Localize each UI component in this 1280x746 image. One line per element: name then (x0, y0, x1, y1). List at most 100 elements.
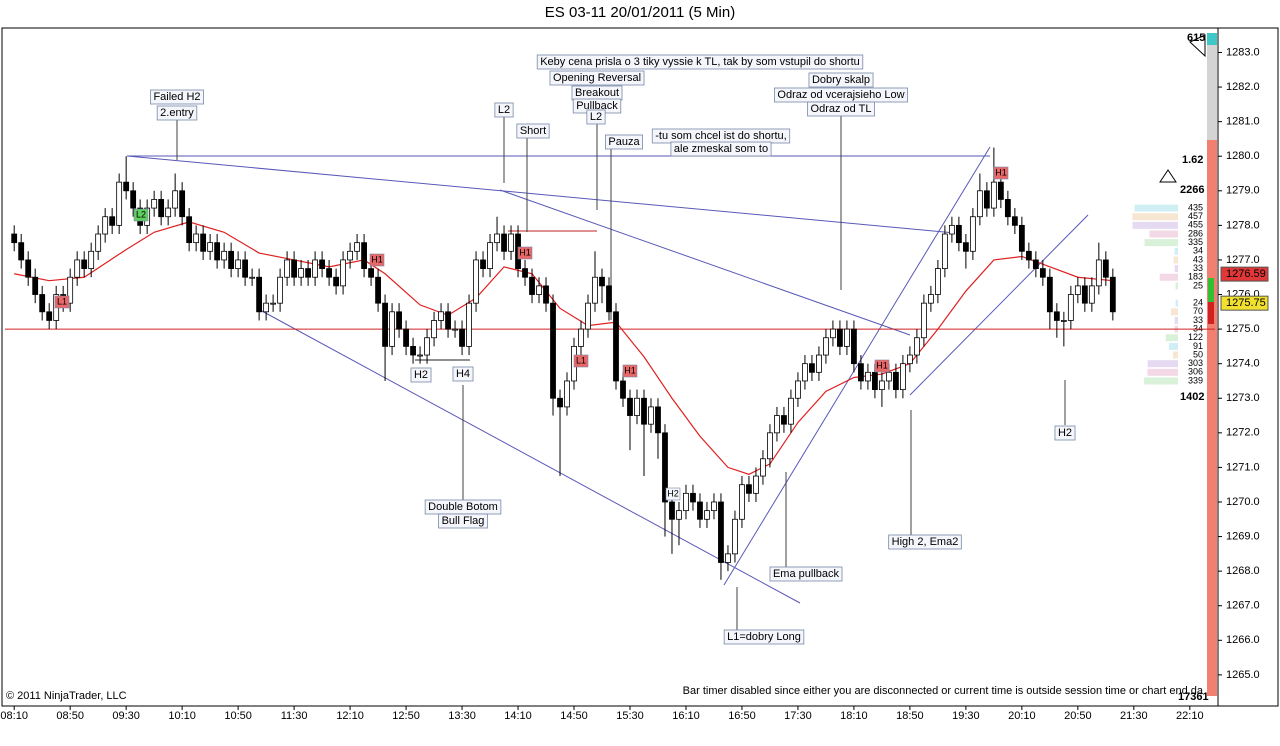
tag-text: H2 (667, 488, 679, 498)
annotation-box (438, 513, 488, 529)
annotation-box (150, 89, 204, 105)
candle-body (865, 371, 871, 382)
candle-body (529, 276, 535, 295)
annotation-text: Pullback (576, 100, 618, 112)
annotation-box (516, 123, 550, 139)
candle-body (88, 250, 95, 269)
stat-triangle (1159, 169, 1177, 183)
profile-bar (1147, 368, 1178, 376)
candle-body (1074, 285, 1081, 295)
candle-body (417, 354, 423, 357)
tag-box (369, 253, 385, 267)
annotation-text: H4 (456, 368, 470, 380)
profile-label: 435 (1188, 202, 1203, 212)
annotation: L2 (586, 109, 606, 125)
annotation: Breakout (571, 85, 623, 101)
x-tick-label: 15:30 (616, 710, 644, 722)
candle-body (969, 216, 976, 252)
candle-body (11, 233, 18, 244)
annotation-text: ale zmeskal som to (674, 143, 768, 155)
candle-body (648, 406, 654, 425)
annotation-text: Failed H2 (153, 91, 200, 103)
candle-body (508, 233, 514, 252)
candle-body (165, 207, 172, 218)
candle-body (403, 328, 409, 347)
candle-body (326, 268, 332, 278)
candle-body (1039, 268, 1046, 278)
annotation: Dobry skalp (808, 72, 874, 88)
timer-flag (1189, 34, 1206, 58)
y-tick-label: 1274.0 (1226, 358, 1260, 370)
candle-body (1088, 285, 1095, 304)
profile-label: 33 (1193, 315, 1203, 325)
y-tick-label: 1278.0 (1226, 219, 1260, 231)
candle-body (340, 259, 346, 287)
candle-body (550, 302, 556, 399)
y-tick-label: 1268.0 (1226, 565, 1260, 577)
x-tick-label: 17:30 (784, 710, 812, 722)
position-marker (1208, 278, 1214, 302)
y-tick-label: 1269.0 (1226, 530, 1260, 542)
trend-lines (126, 146, 1089, 604)
candle-body (270, 302, 277, 305)
candle-body (927, 294, 934, 304)
annotation: H2 (410, 367, 432, 383)
candle-body (844, 328, 850, 347)
y-tick-label: 1281.0 (1226, 116, 1260, 128)
candle-body (886, 371, 892, 382)
x-tick-label: 16:10 (672, 710, 700, 722)
candle-body (501, 233, 507, 252)
candle-body (235, 259, 242, 269)
x-tick-label: 10:50 (224, 710, 252, 722)
profile-label: 50 (1193, 349, 1203, 359)
candle-body (347, 250, 353, 261)
x-tick-label: 19:30 (952, 710, 980, 722)
y-tick-label: 1282.0 (1226, 81, 1260, 93)
tag-text: H1 (876, 360, 888, 370)
profile-bar (1175, 282, 1178, 290)
annotation-box (156, 105, 198, 121)
candle-body (983, 190, 990, 209)
candle-body (816, 354, 822, 373)
y-tick-label: 1279.0 (1226, 185, 1260, 197)
profile-bar (1134, 204, 1178, 212)
y-tick-label: 1270.0 (1226, 496, 1260, 508)
candle-body (767, 432, 773, 460)
candle-body (1109, 276, 1116, 313)
profile-label: 43 (1193, 254, 1203, 264)
annotation-box (410, 367, 432, 383)
candle-body (277, 276, 284, 304)
annotation-box (452, 366, 474, 382)
x-tick-label: 20:10 (1008, 710, 1036, 722)
annotation-box (670, 141, 772, 157)
candle-body (46, 311, 53, 321)
tag-box (573, 354, 589, 368)
candle-body (424, 337, 430, 356)
annotation-text: Keby cena prisla o 3 tiky vyssie k TL, t… (540, 56, 860, 68)
tag-box (665, 487, 681, 501)
candle-body (1102, 259, 1109, 278)
candle-body (990, 181, 997, 209)
annotation-text: Opening Reversal (553, 72, 641, 84)
y-tick-label: 1272.0 (1226, 427, 1260, 439)
candle-body (242, 259, 249, 278)
candle-body (690, 492, 696, 503)
candle-body (620, 380, 626, 399)
annotation: Odraz od vcerajsieho Low (774, 87, 908, 103)
candle-body (872, 371, 878, 391)
annotation-text: -tu som chcel ist do shortu, (655, 130, 786, 142)
candle-body (536, 285, 542, 295)
trend-line (259, 309, 801, 604)
candle-body (746, 484, 752, 494)
y-tick-label: 1277.0 (1226, 254, 1260, 266)
candle-body (858, 363, 864, 382)
annotation-text: Double Botom (428, 501, 498, 513)
candle-body (907, 354, 913, 365)
candle-body (697, 501, 703, 520)
annotation-text: Odraz od vcerajsieho Low (777, 89, 904, 101)
candle-body (74, 259, 81, 278)
candle-body (179, 190, 186, 218)
candle-body (319, 259, 325, 269)
